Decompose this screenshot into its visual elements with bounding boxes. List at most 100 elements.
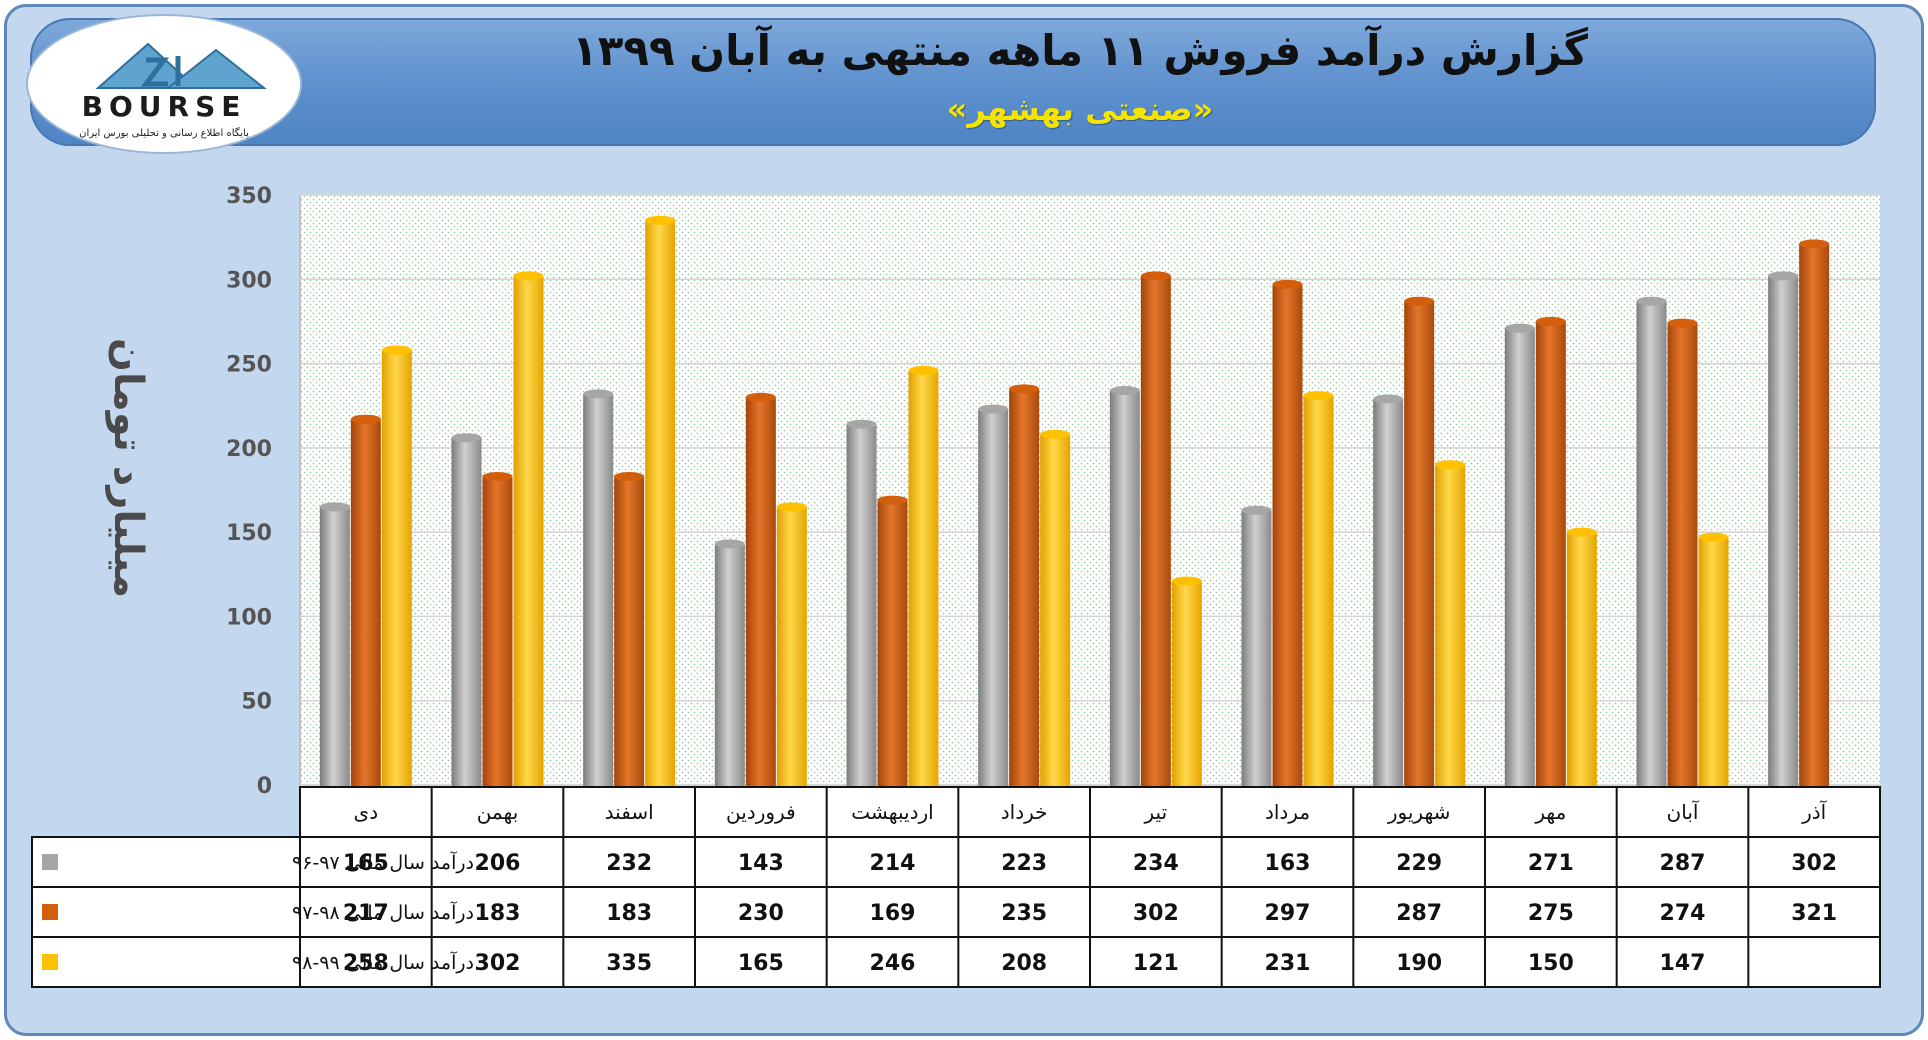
y-tick-label: 300 bbox=[226, 268, 272, 293]
bar bbox=[846, 419, 877, 789]
bar bbox=[1435, 460, 1466, 789]
table-value: 163 bbox=[1265, 851, 1311, 876]
bar bbox=[482, 472, 513, 789]
category-label: مرداد bbox=[1265, 800, 1310, 824]
bar bbox=[1140, 271, 1171, 789]
bar bbox=[1799, 239, 1830, 789]
bar bbox=[1040, 429, 1071, 789]
table-value: 217 bbox=[343, 901, 389, 926]
table-value: 321 bbox=[1791, 901, 1837, 926]
bar bbox=[1272, 279, 1303, 789]
table-value: 297 bbox=[1265, 901, 1311, 926]
logo-graphic: BOURSE پایگاه اطلاع رسانی و تحلیلی بورس … bbox=[79, 42, 267, 139]
table-value: 302 bbox=[1133, 901, 1179, 926]
legend-label: درآمد سال مالی ۹۹-۹۸ bbox=[292, 950, 474, 974]
table-value: 232 bbox=[606, 851, 652, 876]
bar bbox=[877, 495, 908, 789]
legend-label: درآمد سال مالی ۹۸-۹۷ bbox=[292, 900, 474, 924]
logo: BOURSE پایگاه اطلاع رسانی و تحلیلی بورس … bbox=[28, 16, 300, 152]
table-value: 190 bbox=[1396, 951, 1442, 976]
category-label: دی bbox=[354, 800, 379, 824]
bar bbox=[513, 271, 544, 789]
bar bbox=[1009, 384, 1040, 789]
y-tick-label: 0 bbox=[257, 774, 272, 799]
legend-swatch bbox=[42, 904, 58, 920]
table-value: 231 bbox=[1265, 951, 1311, 976]
category-label: تیر bbox=[1144, 800, 1168, 824]
table-value: 165 bbox=[343, 851, 389, 876]
bar bbox=[1171, 576, 1202, 789]
bar bbox=[1404, 296, 1435, 789]
bar bbox=[1373, 394, 1404, 789]
bar bbox=[583, 389, 614, 789]
legend-swatch bbox=[42, 954, 58, 970]
legend-label: درآمد سال مالی ۹۷-۹۶ bbox=[292, 850, 474, 874]
plot-background bbox=[300, 195, 1880, 785]
table-value: 271 bbox=[1528, 851, 1574, 876]
bar bbox=[614, 472, 645, 789]
bar bbox=[1667, 318, 1698, 789]
category-label: فروردین bbox=[726, 800, 796, 824]
bar bbox=[978, 404, 1009, 789]
table-value: 246 bbox=[870, 951, 916, 976]
category-label: مهر bbox=[1534, 800, 1566, 824]
legend-swatch bbox=[42, 854, 58, 870]
category-label: اردیبهشت bbox=[851, 800, 933, 824]
category-label: اسفند bbox=[605, 800, 654, 824]
table-value: 335 bbox=[606, 951, 652, 976]
table-value: 234 bbox=[1133, 851, 1179, 876]
bar bbox=[451, 433, 482, 789]
table-value: 302 bbox=[475, 951, 521, 976]
bar bbox=[645, 215, 676, 789]
table-value: 143 bbox=[738, 851, 784, 876]
table-value: 287 bbox=[1396, 901, 1442, 926]
bars bbox=[319, 215, 1830, 789]
legend-frame bbox=[31, 836, 301, 988]
header-bar bbox=[30, 18, 1876, 146]
bar bbox=[1109, 386, 1140, 789]
table-value: 302 bbox=[1791, 851, 1837, 876]
table-value: 274 bbox=[1660, 901, 1706, 926]
table-value: 183 bbox=[475, 901, 521, 926]
bar bbox=[319, 502, 350, 789]
bar bbox=[1698, 532, 1729, 789]
table-value: 229 bbox=[1396, 851, 1442, 876]
table-value: 275 bbox=[1528, 901, 1574, 926]
bar bbox=[1504, 323, 1535, 789]
gridlines bbox=[300, 194, 1880, 786]
page-title: گزارش درآمد فروش ۱۱ ماهه منتهی به آبان ۱… bbox=[572, 26, 1588, 75]
table-value: 214 bbox=[870, 851, 916, 876]
bar bbox=[1241, 505, 1272, 789]
table-value: 183 bbox=[606, 901, 652, 926]
bar bbox=[745, 392, 776, 789]
bar bbox=[776, 502, 807, 789]
table-value: 223 bbox=[1001, 851, 1047, 876]
bar bbox=[714, 539, 745, 789]
category-label: آذر bbox=[1801, 799, 1828, 824]
data-table: دی 165 217 258 بهمن 206 183 302 اسفند 232 183 335 فر… bbox=[31, 786, 1881, 988]
table-value: 150 bbox=[1528, 951, 1574, 976]
category-label: بهمن bbox=[477, 800, 519, 824]
logo-tagline: پایگاه اطلاع رسانی و تحلیلی بورس ایران bbox=[79, 127, 249, 139]
y-tick-label: 200 bbox=[226, 437, 272, 462]
category-label: آبان bbox=[1667, 799, 1700, 824]
bar bbox=[1636, 296, 1667, 789]
bar bbox=[1535, 316, 1566, 789]
category-label: خرداد bbox=[1001, 800, 1048, 824]
table-value: 287 bbox=[1660, 851, 1706, 876]
table-value: 230 bbox=[738, 901, 784, 926]
logo-text: BOURSE bbox=[82, 90, 247, 123]
y-tick-label: 150 bbox=[226, 521, 272, 546]
y-tick-label: 100 bbox=[226, 605, 272, 630]
page-subtitle: «صنعتی بهشهر» bbox=[946, 90, 1214, 128]
y-tick-label: 350 bbox=[226, 184, 272, 209]
bar bbox=[1566, 527, 1597, 789]
bar bbox=[908, 365, 939, 789]
y-axis-ticks: 0 50 100 150 200 250 300 350 bbox=[226, 184, 272, 799]
table-value: 208 bbox=[1001, 951, 1047, 976]
table-value: 147 bbox=[1660, 951, 1706, 976]
plot-area bbox=[299, 195, 1880, 785]
bar bbox=[350, 414, 381, 789]
y-tick-label: 250 bbox=[226, 353, 272, 378]
